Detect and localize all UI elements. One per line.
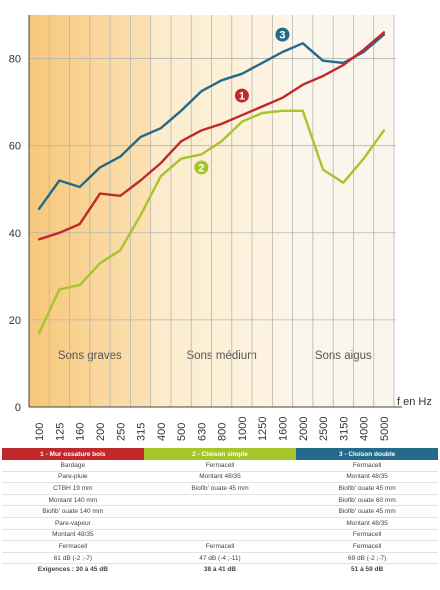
x-tick-label: 2000 (298, 417, 310, 441)
y-tick-label: 40 (9, 228, 21, 240)
y-tick-label: 0 (15, 402, 21, 414)
axes: 0 20 40 60 80 100 125 160 200 250 315 400 500 630 800 1… (9, 15, 432, 441)
x-tick-label: 1600 (277, 417, 289, 441)
table-cell: Biofib' ouate 45 mm (296, 482, 438, 495)
data-series (37, 31, 386, 335)
table-cell: Fermacell (143, 460, 297, 472)
x-tick-label: 5000 (379, 417, 391, 441)
series-line-3 (37, 33, 386, 211)
table-row: CTBH 19 mm Biofib' ouate 45 mm Biofib' oua… (2, 482, 438, 495)
x-tick-label: 1000 (237, 417, 249, 441)
table-header: 1 - Mur ossature bois (2, 448, 144, 460)
table-cell: Fermacell (296, 460, 438, 472)
series-marker-label: 1 (239, 91, 245, 103)
x-tick-label: 500 (176, 423, 188, 441)
y-tick-label: 60 (9, 141, 21, 153)
table-cell: 51 à 59 dB (351, 566, 384, 574)
table-row: Montant 140 mm Biofib' ouate 60 mm (2, 494, 438, 507)
series-line-2 (37, 109, 386, 335)
series-markers: 1 2 3 (194, 27, 290, 175)
table-cell: Montant 48/35 (143, 471, 297, 484)
table-cell: Fermacell (296, 540, 438, 553)
table-cell: Biofib' ouate 45 mm (296, 505, 438, 518)
table-row: Pare-pluie Montant 48/35 Montant 48/35 (2, 471, 438, 484)
series-marker-3 (275, 27, 290, 42)
x-tick-label: 2500 (318, 417, 330, 441)
wall-composition-table: 1 - Mur ossature bois 2 - Cloison simple 3… (2, 448, 438, 575)
band-2 (150, 15, 293, 407)
table-cell: Montant 48/35 (296, 517, 438, 530)
table-cell (143, 505, 297, 518)
table-cell: 69 dB (-2 ;-7) (296, 552, 438, 565)
table-cell: CTBH 19 mm (2, 482, 144, 495)
y-tick-label: 80 (9, 54, 21, 66)
x-tick-label: 125 (54, 423, 66, 441)
table-cell (143, 494, 297, 507)
table-row: Bardage Fermacell Fermacell (2, 460, 438, 472)
table-cell: Biofib' ouate 140 mm (2, 505, 144, 518)
table-cell: Bardage (2, 460, 144, 472)
table-cell: Fermacell (143, 540, 297, 553)
band-3 (292, 15, 394, 407)
table-cell: Biofib' ouate 45 mm (143, 482, 297, 495)
table-body: Bardage Fermacell Fermacell Pare-pluie Monta… (2, 460, 438, 575)
band-label: Sons médium (186, 350, 256, 362)
series-marker-1 (234, 88, 249, 103)
x-tick-label: 200 (95, 423, 107, 441)
table-row: 61 dB (-2 ;-7) 47 dB (-4 ;-11) 69 dB (-2 ;… (2, 552, 438, 565)
table-cell: Montant 48/35 (296, 471, 438, 484)
table-cell: Pare-pluie (2, 471, 144, 484)
x-tick-label: 630 (196, 423, 208, 441)
table-row: Exigences : 30 à 45 dB 38 à 41 dB 51 à 59 … (2, 564, 438, 575)
x-tick-label: 400 (156, 423, 168, 441)
table-cell (143, 529, 297, 542)
x-tick-label: 315 (136, 423, 148, 441)
table-cell: Montant 140 mm (2, 494, 144, 507)
table-cell: Fermacell (296, 529, 438, 542)
x-tick-label: 3150 (338, 417, 350, 441)
table-cell: 38 à 41 dB (203, 566, 237, 574)
table-header: 3 - Cloison double (296, 448, 438, 460)
table-cell: Fermacell (2, 540, 144, 553)
table-header: 2 - Cloison simple (143, 448, 297, 460)
frequency-chart: Sons graves Sons médium Sons aigus 0204060… (9, 15, 432, 441)
series-marker-label: 3 (279, 30, 285, 42)
table-row: Fermacell Fermacell Fermacell (2, 540, 438, 553)
table-row: Montant 48/35 Fermacell (2, 529, 438, 542)
table-cell (143, 517, 297, 530)
table-cell: Exigences : 30 à 45 dB (37, 566, 108, 574)
table-row: Pare-vapeur Montant 48/35 (2, 517, 438, 530)
table-cell: Pare-vapeur (2, 517, 144, 530)
table-cell: Montant 48/35 (2, 529, 144, 542)
x-tick-label: 800 (217, 423, 229, 441)
table-header-row: 1 - Mur ossature bois 2 - Cloison simple 3… (2, 448, 438, 460)
series-line-1 (37, 31, 386, 241)
x-tick-label: 100 (34, 423, 46, 441)
table-row: Biofib' ouate 140 mm Biofib' ouate 45 mm (2, 505, 438, 518)
table-cell: 47 dB (-4 ;-11) (143, 552, 297, 565)
table-cell: 61 dB (-2 ;-7) (2, 552, 144, 565)
series-marker-label: 2 (198, 162, 204, 174)
table-cell: Biofib' ouate 60 mm (296, 494, 438, 507)
x-tick-label: 160 (75, 423, 87, 441)
band-label: Sons aigus (315, 350, 372, 362)
x-tick-label: 4000 (359, 417, 371, 441)
x-tick-label: 250 (115, 423, 127, 441)
series-marker-2 (194, 160, 209, 175)
x-tick-label: 1250 (257, 417, 269, 441)
x-axis-label: f en Hz (397, 396, 432, 408)
y-tick-label: 20 (9, 315, 21, 327)
